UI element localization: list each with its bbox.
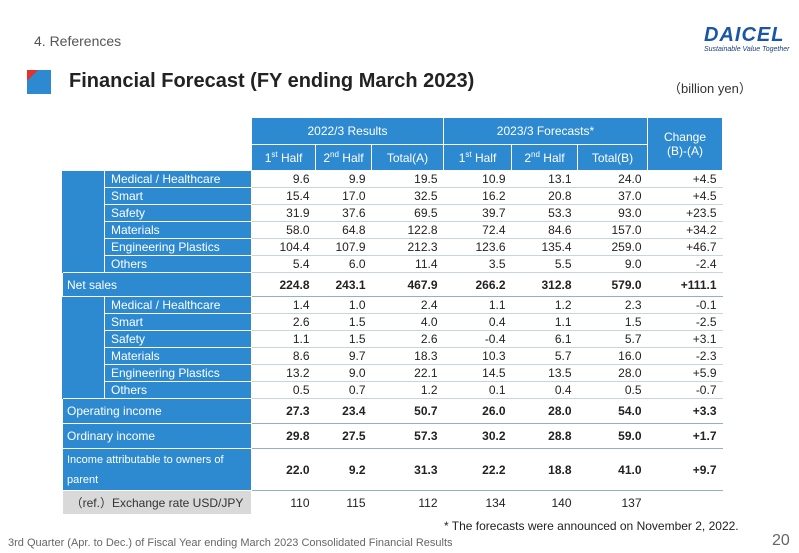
financial-forecast-table: 2022/3 Results 2023/3 Forecasts* Change … <box>62 117 723 515</box>
footer-text: 3rd Quarter (Apr. to Dec.) of Fiscal Yea… <box>8 537 453 549</box>
first-half-header: 1st Half <box>443 144 512 171</box>
table-row: Safety 31.9 37.6 69.5 39.7 53.3 93.0 +23… <box>63 204 723 222</box>
forecast-footnote: * The forecasts were announced on Novemb… <box>444 519 739 533</box>
header-row-groups: 2022/3 Results 2023/3 Forecasts* Change … <box>63 117 723 171</box>
segment-label: Materials <box>104 221 252 239</box>
segment-label: Medical / Healthcare <box>104 170 252 188</box>
segment-label: Safety <box>104 204 252 222</box>
segment-label: Safety <box>104 330 252 348</box>
segment-label: Materials <box>104 347 252 365</box>
ordinary-income-row: Ordinary income 29.8 27.5 57.3 30.2 28.8… <box>62 423 723 449</box>
change-header: Change (B)-(A) <box>647 117 723 171</box>
second-half-header: 2nd Half <box>315 144 372 171</box>
table-row: Others 5.4 6.0 11.4 3.5 5.5 9.0 -2.4 <box>63 255 723 273</box>
operating-category-cell <box>62 296 105 399</box>
total-b-header: Total(B) <box>577 144 648 171</box>
segment-label: Engineering Plastics <box>104 364 252 382</box>
header-row-periods: 1st Half 2nd Half Total(A) 1st Half 2nd … <box>63 144 723 171</box>
table-row: Smart 15.4 17.0 32.5 16.2 20.8 37.0 +4.5 <box>63 187 723 205</box>
table-row: Smart 2.6 1.5 4.0 0.4 1.1 1.5 -2.5 <box>63 313 723 331</box>
operating-income-row: Operating income 27.3 23.4 50.7 26.0 28.… <box>62 398 723 424</box>
second-half-header: 2nd Half <box>511 144 578 171</box>
page-number: 20 <box>772 532 790 549</box>
table-row: Engineering Plastics 13.2 9.0 22.1 14.5 … <box>63 364 723 382</box>
segment-label: Smart <box>104 187 252 205</box>
table-row: Materials 8.6 9.7 18.3 10.3 5.7 16.0 -2.… <box>63 347 723 365</box>
net-income-row: Income attributable to owners of parent … <box>62 448 723 491</box>
net-sales-row: Net sales 224.8 243.1 467.9 266.2 312.8 … <box>62 272 723 297</box>
table-row: Medical / Healthcare 1.4 1.0 2.4 1.1 1.2… <box>62 296 723 399</box>
segment-label: Others <box>104 381 252 399</box>
table-row: Safety 1.1 1.5 2.6 -0.4 6.1 5.7 +3.1 <box>63 330 723 348</box>
brand-name: DAICEL <box>704 24 785 46</box>
table-row: Engineering Plastics 104.4 107.9 212.3 1… <box>63 238 723 256</box>
page-title: Financial Forecast (FY ending March 2023… <box>69 70 475 92</box>
group-forecasts-header: 2023/3 Forecasts* <box>443 117 648 145</box>
company-logo: DAICEL Sustainable Value Together <box>700 24 790 56</box>
exchange-rate-row: （ref.）Exchange rate USD/JPY 110 115 112 … <box>62 490 723 515</box>
sales-category-cell <box>62 170 105 273</box>
group-results-header: 2022/3 Results <box>251 117 444 145</box>
segment-label: Medical / Healthcare <box>104 296 252 314</box>
segment-label: Smart <box>104 313 252 331</box>
section-label: 4. References <box>34 33 122 49</box>
first-half-header: 1st Half <box>251 144 316 171</box>
unit-label: （billion yen） <box>668 81 752 96</box>
segment-label: Others <box>104 255 252 273</box>
brand-tagline: Sustainable Value Together <box>704 46 790 53</box>
segment-label: Engineering Plastics <box>104 238 252 256</box>
table-row: Medical / Healthcare 9.6 9.9 19.5 10.9 1… <box>62 170 723 273</box>
table-row: Materials 58.0 64.8 122.8 72.4 84.6 157.… <box>63 221 723 239</box>
title-square-icon <box>27 70 51 94</box>
table-row: Others 0.5 0.7 1.2 0.1 0.4 0.5 -0.7 <box>63 381 723 399</box>
total-a-header: Total(A) <box>371 144 444 171</box>
